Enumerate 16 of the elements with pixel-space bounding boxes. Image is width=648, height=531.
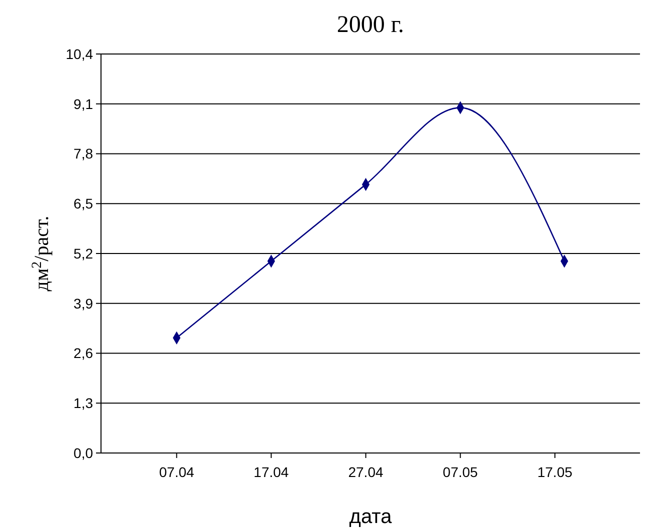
y-tick-label: 6,5 bbox=[74, 196, 94, 212]
chart-title: 2000 г. bbox=[336, 12, 404, 38]
y-tick-label: 7,8 bbox=[74, 146, 94, 162]
y-tick-label: 5,2 bbox=[74, 245, 94, 262]
y-tick-label: 3,9 bbox=[74, 295, 94, 312]
y-tick-label: 9,1 bbox=[74, 96, 94, 112]
y-tick-label: 2,6 bbox=[74, 345, 94, 362]
y-tick-label: 10,4 bbox=[66, 46, 94, 62]
y-tick-label: 0,0 bbox=[74, 444, 94, 461]
x-tick-label: 07.04 bbox=[159, 464, 194, 480]
x-tick-label: 17.05 bbox=[537, 464, 573, 480]
x-tick-label: 07.05 bbox=[442, 464, 478, 480]
y-tick-label: 1,3 bbox=[74, 395, 94, 412]
x-tick-label: 27.04 bbox=[348, 464, 384, 480]
x-axis-title: дата bbox=[349, 506, 393, 528]
x-tick-label: 17.04 bbox=[254, 464, 289, 480]
